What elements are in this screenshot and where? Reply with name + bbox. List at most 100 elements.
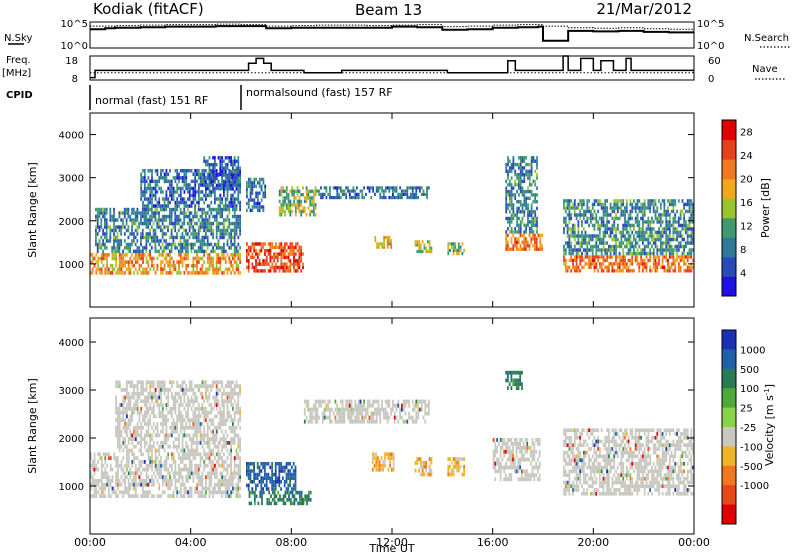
heatmap-cell bbox=[223, 433, 225, 438]
heatmap-cell bbox=[633, 206, 635, 210]
heatmap-cell bbox=[100, 479, 103, 483]
heatmap-cell bbox=[126, 456, 128, 460]
heatmap-cell bbox=[661, 265, 664, 269]
heatmap-cell bbox=[174, 200, 177, 205]
heatmap-cell bbox=[296, 189, 299, 193]
heatmap-cell bbox=[152, 410, 155, 415]
heatmap-cell bbox=[140, 444, 143, 449]
heatmap-cell bbox=[239, 444, 241, 449]
heatmap-cell bbox=[212, 221, 214, 226]
heatmap-cell bbox=[147, 169, 150, 173]
heatmap-cell bbox=[226, 186, 229, 191]
heatmap-cell bbox=[174, 471, 177, 476]
heatmap-cell bbox=[686, 230, 689, 235]
heatmap-cell bbox=[109, 235, 112, 240]
heatmap-cell bbox=[284, 265, 286, 270]
heatmap-cell bbox=[115, 263, 117, 268]
heatmap-cell bbox=[359, 189, 362, 193]
heatmap-cell bbox=[145, 479, 148, 483]
heatmap-cell bbox=[212, 169, 214, 174]
heatmap-cell bbox=[289, 209, 292, 214]
heatmap-cell bbox=[210, 388, 213, 392]
heatmap-cell bbox=[226, 486, 229, 491]
heatmap-cell bbox=[654, 262, 657, 266]
heatmap-cell bbox=[217, 460, 220, 464]
heatmap-cell bbox=[233, 467, 236, 472]
heatmap-cell bbox=[600, 206, 603, 210]
heatmap-cell bbox=[185, 239, 187, 243]
heatmap-cell bbox=[237, 452, 240, 457]
heatmap-cell bbox=[613, 199, 616, 203]
heatmap-cell bbox=[174, 228, 177, 233]
heatmap-cell bbox=[239, 437, 241, 441]
heatmap-cell bbox=[169, 263, 171, 268]
heatmap-cell bbox=[631, 241, 634, 245]
heatmap-cell bbox=[188, 225, 191, 229]
heatmap-cell bbox=[127, 271, 130, 275]
heatmap-cell bbox=[156, 218, 159, 222]
heatmap-cell bbox=[224, 183, 227, 188]
heatmap-cell bbox=[181, 232, 184, 236]
heatmap-cell bbox=[120, 253, 123, 257]
heatmap-cell bbox=[132, 211, 135, 215]
heatmap-cell bbox=[100, 218, 103, 222]
heatmap-cell bbox=[251, 252, 254, 256]
heatmap-cell bbox=[269, 255, 272, 260]
heatmap-cell bbox=[303, 206, 306, 210]
heatmap-cell bbox=[404, 189, 407, 193]
heatmap-cell bbox=[221, 490, 223, 495]
heatmap-cell bbox=[131, 232, 133, 236]
heatmap-cell bbox=[214, 173, 216, 177]
heatmap-cell bbox=[383, 242, 385, 246]
heatmap-cell bbox=[235, 260, 238, 264]
heatmap-cell bbox=[289, 252, 292, 256]
heatmap-cell bbox=[591, 223, 594, 228]
heatmap-cell bbox=[253, 249, 256, 253]
heatmap-cell bbox=[683, 258, 685, 263]
heatmap-cell bbox=[237, 463, 240, 468]
heatmap-cell bbox=[210, 403, 213, 407]
heatmap-cell bbox=[118, 410, 121, 415]
heatmap-cell bbox=[401, 192, 403, 196]
heatmap-cell bbox=[224, 249, 227, 254]
heatmap-cell bbox=[106, 479, 108, 483]
heatmap-cell bbox=[294, 209, 297, 214]
heatmap-cell bbox=[690, 241, 693, 245]
heatmap-cell bbox=[523, 203, 526, 207]
heatmap-cell bbox=[131, 391, 134, 396]
heatmap-cell bbox=[143, 221, 146, 226]
heatmap-cell bbox=[147, 225, 150, 229]
heatmap-cell bbox=[210, 190, 213, 194]
heatmap-cell bbox=[147, 452, 150, 457]
heatmap-cell bbox=[100, 211, 103, 215]
heatmap-cell bbox=[206, 246, 209, 250]
heatmap-cell bbox=[199, 475, 202, 479]
heatmap-cell bbox=[528, 173, 531, 177]
heatmap-cell bbox=[282, 196, 285, 200]
heatmap-cell bbox=[536, 216, 538, 221]
heatmap-cell bbox=[138, 256, 141, 261]
heatmap-cell bbox=[124, 410, 126, 415]
heatmap-cell bbox=[131, 418, 134, 423]
heatmap-cell bbox=[537, 247, 540, 251]
heatmap-cell bbox=[257, 208, 259, 213]
heatmap-cell bbox=[215, 475, 218, 479]
heatmap-cell bbox=[143, 246, 146, 250]
heatmap-cell bbox=[165, 414, 168, 419]
heatmap-cell bbox=[348, 189, 351, 193]
heatmap-cell bbox=[257, 181, 259, 185]
heatmap-cell bbox=[120, 460, 123, 464]
heatmap-cell bbox=[174, 391, 177, 396]
heatmap-cell bbox=[163, 441, 166, 445]
heatmap-cell bbox=[329, 189, 331, 193]
heatmap-cell bbox=[156, 207, 159, 212]
heatmap-cell bbox=[115, 260, 117, 264]
heatmap-cell bbox=[676, 251, 678, 256]
heatmap-cell bbox=[163, 256, 166, 261]
heatmap-cell bbox=[190, 452, 193, 457]
heatmap-cell bbox=[604, 209, 607, 214]
heatmap-cell bbox=[133, 384, 135, 388]
heatmap-cell bbox=[667, 241, 669, 245]
heatmap-cell bbox=[226, 253, 229, 257]
heatmap-cell bbox=[692, 206, 694, 210]
